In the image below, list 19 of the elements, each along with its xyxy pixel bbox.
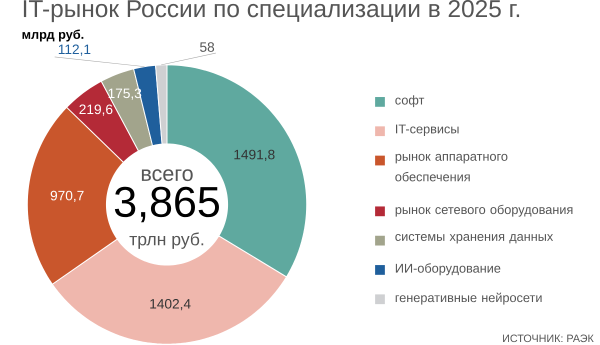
legend-label: рынок сетевого оборудования [396, 204, 572, 217]
legend-label: генеративные нейросети [396, 292, 542, 305]
text: трлн руб. [130, 232, 204, 250]
data-label: 112,1 [58, 44, 90, 56]
legend-label: ИИ-оборудование [396, 263, 500, 276]
chart-title: IT-рынок России по специализации в 2025 г. [24, 0, 520, 22]
data-label: 1491,8 [234, 150, 275, 162]
legend-label: системы хранения данных [395, 234, 554, 244]
text: ИСТОЧНИК: РАЭК [503, 334, 594, 342]
data-label: 58 [200, 42, 214, 52]
data-label: 1402,4 [150, 299, 191, 310]
legend-label: софт [395, 95, 424, 108]
data-label: 970,7 [50, 190, 84, 202]
chart-subtitle: млрд руб. [22, 30, 84, 42]
legend-label: IT-сервисы [396, 124, 459, 136]
text: 3,865 [114, 186, 219, 222]
text: всего [142, 169, 193, 182]
legend-label: рынок аппаратного обеспечения [395, 154, 508, 182]
data-label: 219,6 [79, 104, 112, 116]
